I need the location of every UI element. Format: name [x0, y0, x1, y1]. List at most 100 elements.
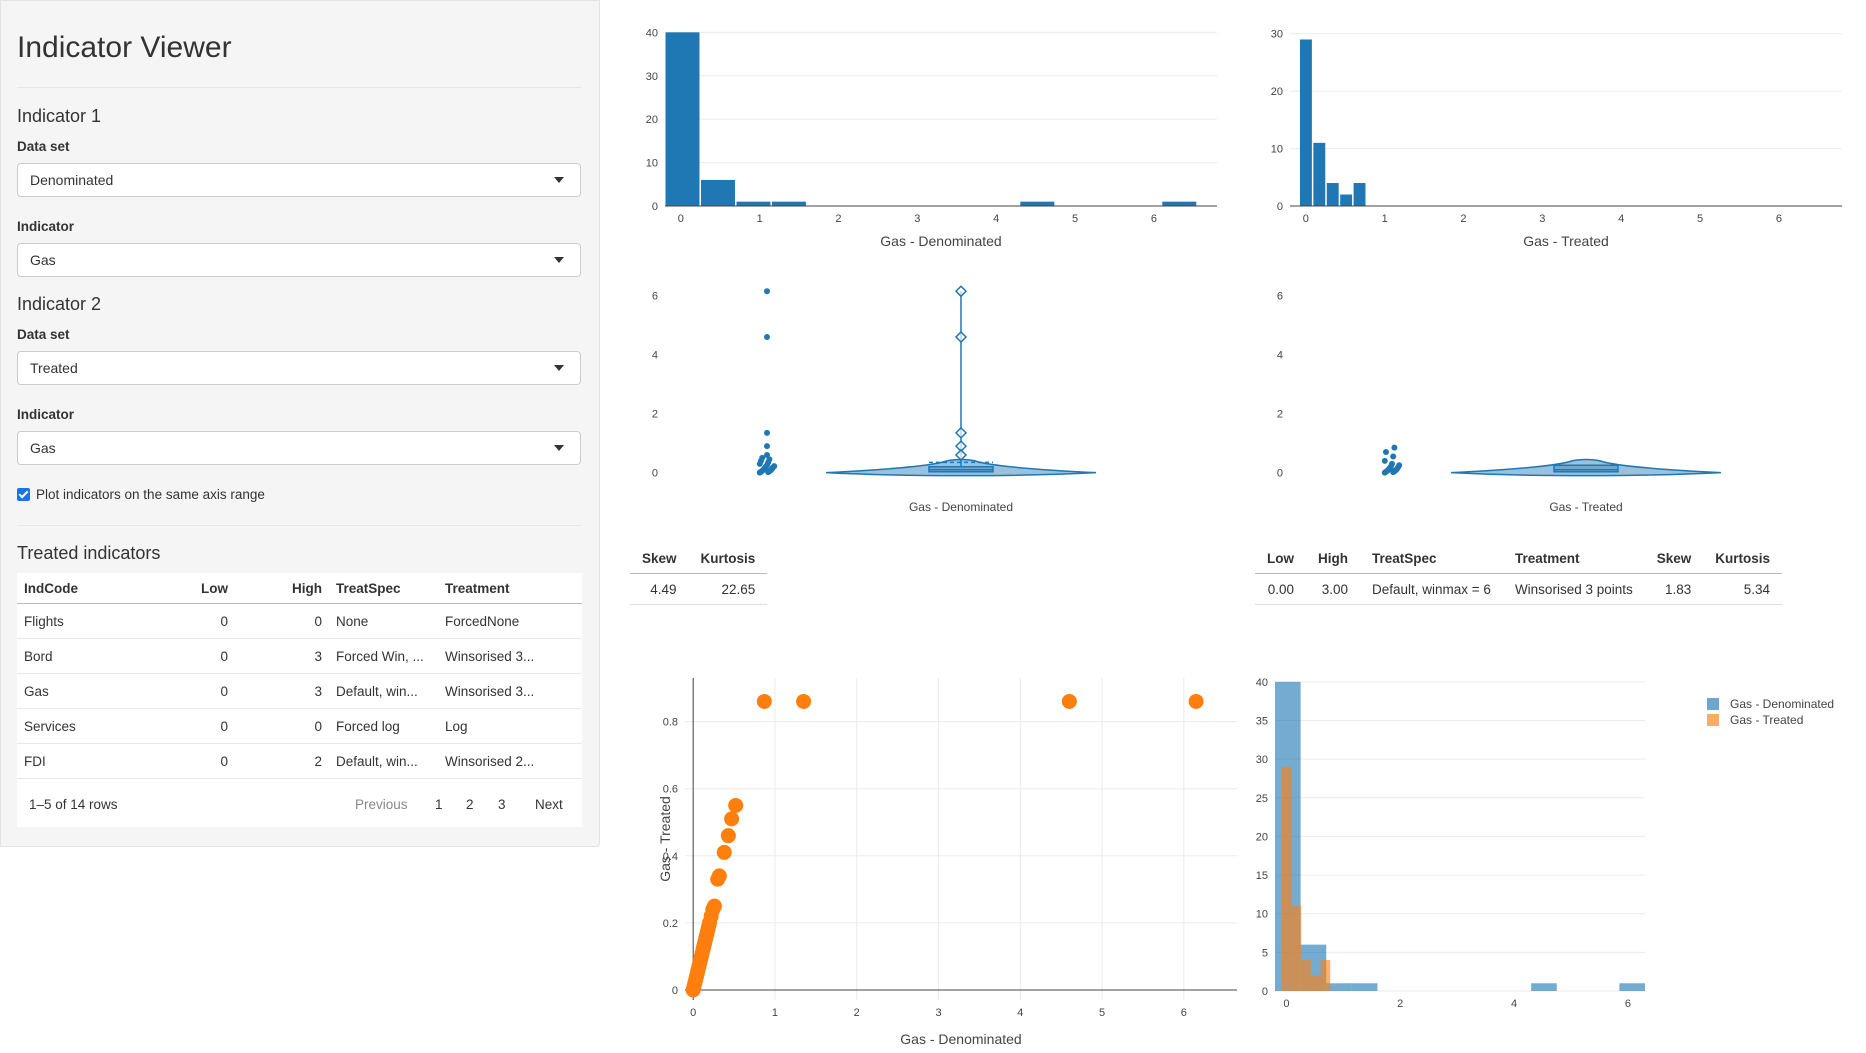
- x-tick-label: 1: [772, 1007, 778, 1019]
- indicator2-dataset-select[interactable]: Treated: [17, 351, 581, 385]
- stat-value: 4.49: [630, 573, 689, 605]
- y-tick-label: 2: [1277, 409, 1283, 421]
- table-cell: 3: [235, 638, 329, 674]
- indicator2-indicator-label: Indicator: [17, 407, 75, 422]
- histogram-bar: [1320, 960, 1331, 991]
- outlier-point: [764, 451, 770, 458]
- y-tick-label: 10: [646, 158, 658, 170]
- histogram-bar: [1299, 39, 1312, 206]
- y-tick-label: 0: [1277, 201, 1283, 213]
- histogram-bar: [771, 201, 806, 206]
- indicator1-dataset-select[interactable]: Denominated: [17, 163, 581, 197]
- treated-indicators-table: IndCode Low High TreatSpec Treatment Fli…: [17, 573, 582, 827]
- stat-value: 1.83: [1644, 573, 1704, 605]
- x-tick-label: 6: [1181, 1007, 1187, 1019]
- x-axis-title: Gas - Treated: [1549, 500, 1622, 514]
- table-row[interactable]: Gas 0 3 Default, win... Winsorised 3...: [17, 673, 582, 709]
- histogram-indicator2: 0 10 20 30 0 1 2 3 4 5 6 Gas - Treated: [1271, 29, 1842, 249]
- pagination-previous[interactable]: Previous: [355, 797, 408, 812]
- x-tick-label: 6: [1151, 213, 1157, 225]
- y-tick-label: 40: [646, 27, 658, 39]
- x-tick-label: 4: [1618, 213, 1624, 225]
- scatter-point: [711, 868, 727, 884]
- pagination-page-3[interactable]: 3: [498, 797, 506, 812]
- x-tick-label: 4: [1017, 1007, 1023, 1019]
- table-row[interactable]: Flights 0 0 None ForcedNone: [17, 603, 582, 639]
- scatter-point: [706, 898, 722, 914]
- stat-value: Winsorised 3 points: [1502, 573, 1645, 605]
- y-tick-label: 0.6: [663, 784, 678, 796]
- violin-indicator1: 0 2 4 6 Gas - Denominated: [652, 285, 1097, 514]
- pagination-next[interactable]: Next: [535, 797, 563, 812]
- histogram-bar: [665, 32, 700, 206]
- table-row[interactable]: Bord 0 3 Forced Win, ... Winsorised 3...: [17, 638, 582, 674]
- divider: [17, 87, 581, 88]
- indicator1-indicator-select[interactable]: Gas: [17, 243, 581, 277]
- y-tick-label: 2: [652, 409, 658, 421]
- violin-outlier: [954, 448, 968, 462]
- col-header-treatment[interactable]: Treatment: [438, 573, 582, 604]
- stat-header: Skew: [1644, 543, 1704, 574]
- violin-outlier: [954, 330, 968, 344]
- stat-header: Kurtosis: [688, 543, 768, 574]
- x-tick-label: 0: [690, 1007, 696, 1019]
- table-cell: 0: [161, 603, 235, 639]
- stat-header: Skew: [630, 543, 689, 574]
- same-axis-option[interactable]: Plot indicators on the same axis range: [17, 487, 265, 502]
- col-header-indcode[interactable]: IndCode: [17, 573, 161, 604]
- table-cell: Gas: [17, 673, 161, 709]
- histogram-bar: [736, 201, 771, 206]
- violin-shape: [1450, 458, 1722, 477]
- histogram-bar: [1162, 201, 1197, 206]
- violin-outlier: [954, 285, 968, 298]
- col-header-treatspec[interactable]: TreatSpec: [329, 573, 438, 604]
- violin-outlier: [954, 426, 968, 439]
- x-tick-label: 2: [1397, 998, 1403, 1010]
- outlier-point: [764, 333, 770, 340]
- pagination-page-1[interactable]: 1: [435, 797, 443, 812]
- table-row[interactable]: FDI 0 2 Default, win... Winsorised 2...: [17, 743, 582, 779]
- stat-header: Treatment: [1502, 543, 1645, 574]
- histogram-bar: [1313, 142, 1326, 206]
- x-tick-label: 6: [1625, 998, 1631, 1010]
- y-tick-label: 40: [1256, 677, 1268, 689]
- same-axis-checkbox[interactable]: [17, 488, 30, 501]
- table-cell: 0: [235, 603, 329, 639]
- x-tick-label: 4: [1511, 998, 1517, 1010]
- indicator2-indicator-value: Gas: [30, 440, 56, 456]
- x-tick-label: 3: [1539, 213, 1545, 225]
- violin-box: [1553, 464, 1619, 473]
- y-tick-label: 30: [1256, 754, 1268, 766]
- y-tick-label: 0: [672, 985, 678, 997]
- data-point: [759, 454, 766, 461]
- histogram-bar: [1326, 983, 1352, 991]
- x-axis-title: Gas - Denominated: [900, 1031, 1021, 1047]
- x-tick-label: 2: [854, 1007, 860, 1019]
- col-header-high[interactable]: High: [235, 573, 329, 604]
- x-tick-label: 3: [935, 1007, 941, 1019]
- y-tick-label: 20: [1256, 831, 1268, 843]
- indicator2-indicator-select[interactable]: Gas: [17, 431, 581, 465]
- chevron-down-icon: [554, 445, 564, 451]
- y-tick-label: 30: [1271, 29, 1283, 41]
- violin-shape: [825, 458, 1097, 477]
- table-cell: 3: [235, 673, 329, 709]
- table-row[interactable]: Services 0 0 Forced log Log: [17, 708, 582, 744]
- treated-indicators-heading: Treated indicators: [17, 543, 161, 563]
- pagination-page-2[interactable]: 2: [466, 797, 474, 812]
- divider: [17, 525, 581, 526]
- x-axis-title: Gas - Denominated: [909, 500, 1013, 514]
- histogram-bar: [1020, 201, 1055, 206]
- table-cell: 0: [161, 708, 235, 744]
- y-tick-label: 25: [1256, 793, 1268, 805]
- data-point: [1389, 460, 1395, 467]
- table-cell: Services: [17, 708, 161, 744]
- chevron-down-icon: [554, 365, 564, 371]
- data-point: [1383, 449, 1389, 456]
- outlier-point: [764, 443, 770, 450]
- y-tick-label: 20: [646, 114, 658, 126]
- scatter-point: [720, 828, 736, 844]
- scatter-point: [1188, 693, 1204, 709]
- y-tick-label: 4: [1277, 350, 1283, 362]
- col-header-low[interactable]: Low: [161, 573, 235, 604]
